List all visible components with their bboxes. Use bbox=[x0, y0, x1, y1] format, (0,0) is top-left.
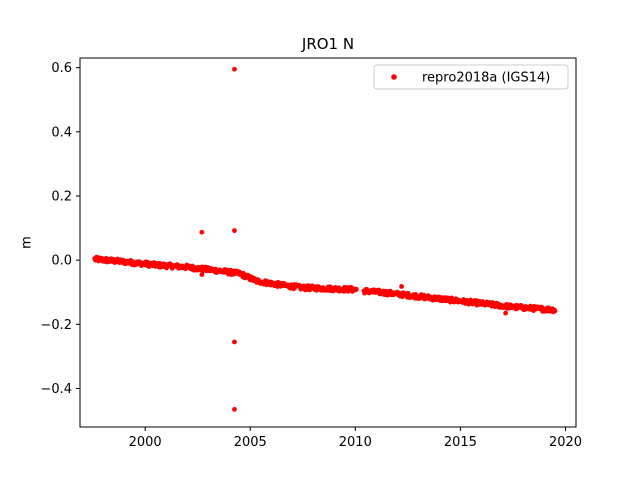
y-axis-label: m bbox=[20, 236, 35, 249]
ticks: 2000 2005 2010 2015 2020 −0.4 −0.2 0.0 0.2 0.4 0.6 bbox=[40, 61, 582, 450]
outlier-point bbox=[199, 229, 205, 235]
y-tick-label: −0.2 bbox=[40, 318, 72, 333]
outlier-point bbox=[232, 228, 237, 234]
chart-title: JRO1 N bbox=[301, 35, 354, 53]
outlier-point bbox=[503, 310, 508, 316]
x-tick-label: 2020 bbox=[549, 435, 582, 450]
outlier-point bbox=[232, 339, 237, 345]
y-tick-label: 0.0 bbox=[51, 254, 72, 269]
x-tick-label: 2005 bbox=[234, 435, 267, 450]
outlier-point bbox=[232, 406, 237, 412]
legend-label: repro2018a (IGS14) bbox=[422, 71, 550, 86]
axes-frame bbox=[79, 57, 577, 428]
data-point bbox=[353, 286, 359, 292]
y-tick-label: −0.4 bbox=[40, 382, 72, 397]
outlier-point bbox=[199, 272, 205, 277]
outlier-point bbox=[399, 284, 404, 289]
x-tick-label: 2000 bbox=[129, 435, 162, 450]
legend-box bbox=[373, 64, 569, 90]
x-tick-label: 2010 bbox=[339, 435, 372, 450]
y-tick-label: 0.6 bbox=[51, 61, 72, 76]
plot-area bbox=[92, 66, 558, 412]
y-tick-label: 0.2 bbox=[51, 189, 72, 204]
x-tick-label: 2015 bbox=[444, 435, 477, 450]
legend-marker bbox=[391, 74, 397, 80]
y-tick-label: 0.4 bbox=[51, 125, 72, 140]
legend: repro2018a (IGS14) bbox=[373, 64, 569, 90]
outlier-point bbox=[232, 66, 237, 72]
data-point bbox=[552, 308, 558, 314]
